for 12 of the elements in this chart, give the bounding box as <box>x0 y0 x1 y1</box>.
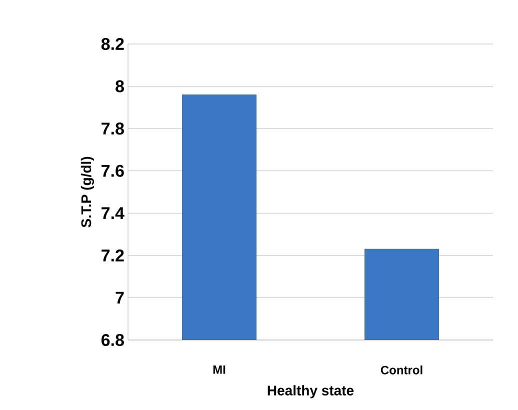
y-axis-title: S.T.P (g/dl) <box>80 156 94 228</box>
y-tick-label: 8 <box>116 80 124 92</box>
y-tick-label: 8.2 <box>101 38 124 50</box>
x-tick-label: MI <box>213 366 226 374</box>
y-tick-label: 6.8 <box>101 334 124 346</box>
y-tick-label: 7.4 <box>102 207 124 219</box>
y-tick-label: 7 <box>116 292 124 304</box>
y-tick-label: 7.2 <box>102 249 124 262</box>
y-tick-label: 7.8 <box>102 122 124 135</box>
x-tick-label: Control <box>380 366 422 374</box>
y-tick-label: 7.6 <box>102 164 124 177</box>
x-axis-title: Healthy state <box>268 385 354 398</box>
